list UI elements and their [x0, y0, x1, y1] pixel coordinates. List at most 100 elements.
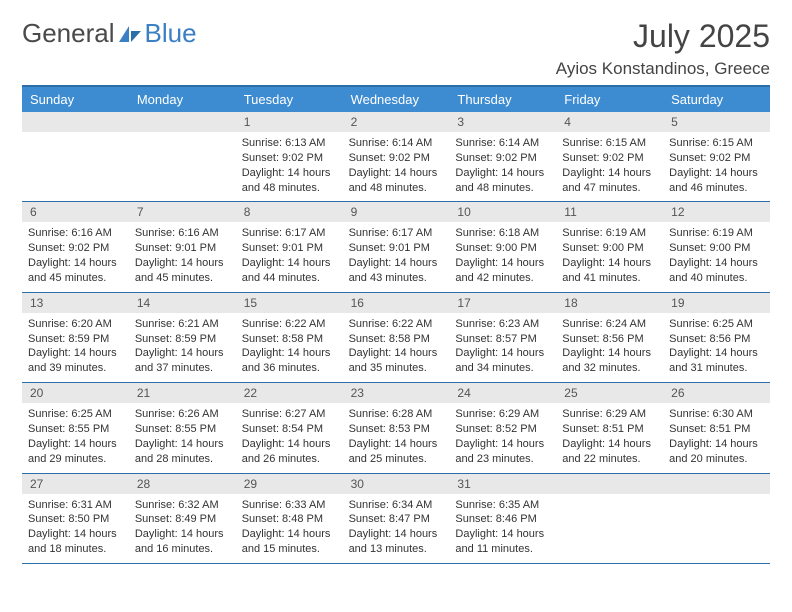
cell-body: Sunrise: 6:25 AMSunset: 8:56 PMDaylight:…	[663, 313, 770, 382]
cell-line: Sunset: 8:58 PM	[242, 332, 337, 347]
day-header: Friday	[556, 87, 663, 112]
cell-line: Daylight: 14 hours	[28, 437, 123, 452]
calendar-cell: 15 Sunrise: 6:22 AMSunset: 8:58 PMDayligh…	[236, 293, 343, 382]
cell-line: Sunrise: 6:13 AM	[242, 136, 337, 151]
cell-body: Sunrise: 6:25 AMSunset: 8:55 PMDaylight:…	[22, 403, 129, 472]
date-number: 2	[343, 112, 450, 132]
cell-line: Sunrise: 6:16 AM	[28, 226, 123, 241]
cell-line: and 48 minutes.	[349, 181, 444, 196]
date-number: 25	[556, 383, 663, 403]
date-number: 8	[236, 202, 343, 222]
cell-line: Daylight: 14 hours	[455, 437, 550, 452]
cell-line: Sunrise: 6:34 AM	[349, 498, 444, 513]
cell-body: Sunrise: 6:16 AMSunset: 9:02 PMDaylight:…	[22, 222, 129, 291]
date-number: 29	[236, 474, 343, 494]
cell-line: Daylight: 14 hours	[669, 166, 764, 181]
cell-line: Daylight: 14 hours	[28, 346, 123, 361]
cell-line: Sunset: 9:02 PM	[562, 151, 657, 166]
calendar-cell: 2Sunrise: 6:14 AMSunset: 9:02 PMDaylight…	[343, 112, 450, 201]
cell-line: and 48 minutes.	[455, 181, 550, 196]
cell-line: Sunset: 8:48 PM	[242, 512, 337, 527]
cell-line: and 47 minutes.	[562, 181, 657, 196]
cell-line: Sunrise: 6:19 AM	[562, 226, 657, 241]
cell-line: Sunset: 8:51 PM	[562, 422, 657, 437]
cell-body: Sunrise: 6:14 AMSunset: 9:02 PMDaylight:…	[449, 132, 556, 201]
cell-line: and 28 minutes.	[135, 452, 230, 467]
calendar-cell: 20Sunrise: 6:25 AMSunset: 8:55 PMDayligh…	[22, 383, 129, 472]
cell-line: Sunset: 8:47 PM	[349, 512, 444, 527]
date-number	[22, 112, 129, 132]
cell-body: Sunrise: 6:30 AMSunset: 8:51 PMDaylight:…	[663, 403, 770, 472]
cell-line: and 48 minutes.	[242, 181, 337, 196]
cell-body: Sunrise: 6:14 AMSunset: 9:02 PMDaylight:…	[343, 132, 450, 201]
date-number: 5	[663, 112, 770, 132]
cell-body: Sunrise: 6:33 AMSunset: 8:48 PMDaylight:…	[236, 494, 343, 563]
cell-line: Sunrise: 6:30 AM	[669, 407, 764, 422]
calendar-cell: 27Sunrise: 6:31 AMSunset: 8:50 PMDayligh…	[22, 474, 129, 563]
cell-line: Sunrise: 6:15 AM	[669, 136, 764, 151]
calendar-cell: 16Sunrise: 6:22 AMSunset: 8:58 PMDayligh…	[343, 293, 450, 382]
calendar-cell: 26Sunrise: 6:30 AMSunset: 8:51 PMDayligh…	[663, 383, 770, 472]
cell-line: Sunrise: 6:25 AM	[669, 317, 764, 332]
calendar-cell	[556, 474, 663, 563]
week-row: 6Sunrise: 6:16 AMSunset: 9:02 PMDaylight…	[22, 202, 770, 292]
cell-line: Sunrise: 6:15 AM	[562, 136, 657, 151]
calendar-cell	[22, 112, 129, 201]
cell-body: Sunrise: 6:24 AMSunset: 8:56 PMDaylight:…	[556, 313, 663, 382]
cell-line: Sunset: 8:59 PM	[28, 332, 123, 347]
date-number: 23	[343, 383, 450, 403]
day-header: Thursday	[449, 87, 556, 112]
week-row: 27Sunrise: 6:31 AMSunset: 8:50 PMDayligh…	[22, 474, 770, 564]
cell-line: Sunrise: 6:31 AM	[28, 498, 123, 513]
date-number: 15	[236, 293, 343, 313]
cell-line: Daylight: 14 hours	[349, 527, 444, 542]
cell-line: Sunset: 8:56 PM	[669, 332, 764, 347]
date-number: 19	[663, 293, 770, 313]
cell-line: Daylight: 14 hours	[455, 527, 550, 542]
cell-line: Daylight: 14 hours	[455, 166, 550, 181]
cell-line: and 36 minutes.	[242, 361, 337, 376]
cell-line: Sunset: 8:49 PM	[135, 512, 230, 527]
calendar-cell: 22Sunrise: 6:27 AMSunset: 8:54 PMDayligh…	[236, 383, 343, 472]
cell-line: Sunrise: 6:27 AM	[242, 407, 337, 422]
cell-line: Daylight: 14 hours	[669, 437, 764, 452]
day-header: Tuesday	[236, 87, 343, 112]
cell-line: Sunrise: 6:22 AM	[242, 317, 337, 332]
page-header: General Blue July 2025 Ayios Konstandino…	[22, 18, 770, 79]
calendar-cell: 10Sunrise: 6:18 AMSunset: 9:00 PMDayligh…	[449, 202, 556, 291]
cell-line: Sunrise: 6:17 AM	[242, 226, 337, 241]
cell-line: Sunrise: 6:20 AM	[28, 317, 123, 332]
cell-line: Sunrise: 6:26 AM	[135, 407, 230, 422]
date-number: 22	[236, 383, 343, 403]
cell-line: and 37 minutes.	[135, 361, 230, 376]
cell-line: Sunset: 8:55 PM	[28, 422, 123, 437]
week-row: 1Sunrise: 6:13 AMSunset: 9:02 PMDaylight…	[22, 112, 770, 202]
cell-line: Sunrise: 6:33 AM	[242, 498, 337, 513]
cell-body: Sunrise: 6:32 AMSunset: 8:49 PMDaylight:…	[129, 494, 236, 563]
day-header: Sunday	[22, 87, 129, 112]
cell-line: Sunset: 8:51 PM	[669, 422, 764, 437]
cell-line: Sunset: 9:02 PM	[455, 151, 550, 166]
cell-line: Sunrise: 6:35 AM	[455, 498, 550, 513]
cell-line: and 26 minutes.	[242, 452, 337, 467]
calendar-cell: 29Sunrise: 6:33 AMSunset: 8:48 PMDayligh…	[236, 474, 343, 563]
cell-line: Sunset: 9:02 PM	[669, 151, 764, 166]
cell-body: Sunrise: 6:20 AMSunset: 8:59 PMDaylight:…	[22, 313, 129, 382]
calendar-cell: 11Sunrise: 6:19 AMSunset: 9:00 PMDayligh…	[556, 202, 663, 291]
cell-body: Sunrise: 6:16 AMSunset: 9:01 PMDaylight:…	[129, 222, 236, 291]
cell-body: Sunrise: 6:21 AMSunset: 8:59 PMDaylight:…	[129, 313, 236, 382]
week-row: 13Sunrise: 6:20 AMSunset: 8:59 PMDayligh…	[22, 293, 770, 383]
date-number	[129, 112, 236, 132]
cell-line: Sunrise: 6:16 AM	[135, 226, 230, 241]
cell-line: and 22 minutes.	[562, 452, 657, 467]
cell-line: and 39 minutes.	[28, 361, 123, 376]
date-number: 6	[22, 202, 129, 222]
cell-line: Sunset: 8:52 PM	[455, 422, 550, 437]
calendar-cell	[663, 474, 770, 563]
date-number: 26	[663, 383, 770, 403]
date-number: 24	[449, 383, 556, 403]
cell-line: Daylight: 14 hours	[135, 346, 230, 361]
logo-text-2: Blue	[145, 18, 197, 49]
logo: General Blue	[22, 18, 197, 49]
cell-line: Daylight: 14 hours	[242, 346, 337, 361]
